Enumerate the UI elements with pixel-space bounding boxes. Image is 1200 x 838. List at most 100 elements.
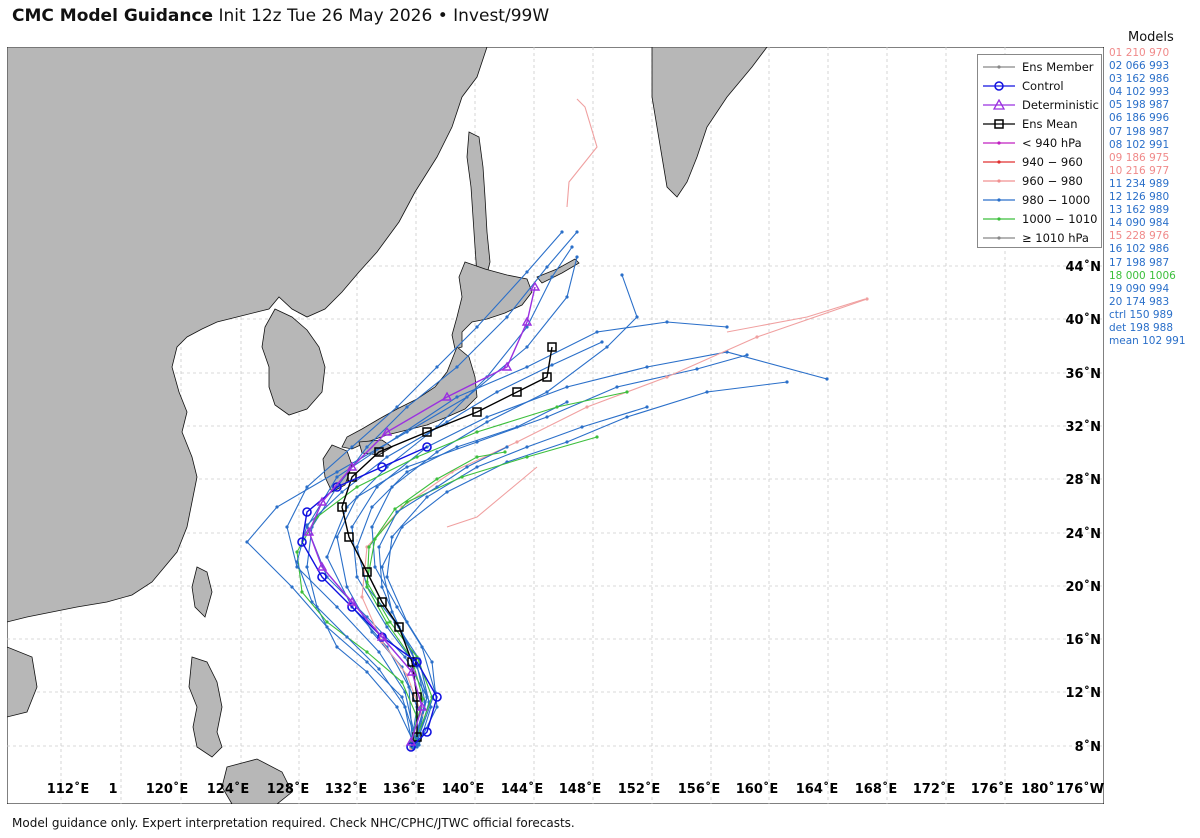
track-point [405,430,409,434]
track-point [565,440,569,444]
longitude-label: 156˚E [678,781,721,797]
track-point [565,400,569,404]
track-point [295,550,299,554]
legend-label: ≥ 1010 hPa [1022,230,1089,245]
track-point [335,475,339,479]
track-point [245,540,249,544]
honshu [341,346,478,450]
track-point [420,645,424,649]
track-point [355,545,359,549]
track-point [425,495,429,499]
control-point [432,692,442,702]
legend-label: Ens Mean [1022,116,1078,131]
track-point [585,405,589,409]
track-point [435,705,439,709]
model-entry: 03 162 986 [1109,73,1170,86]
ens-mean-point [422,427,432,437]
track-point [505,445,509,449]
ens-mean-point [377,597,387,607]
latitude-labels: 8˚N 12˚N 16˚N 20˚N 24˚N 28˚N 32˚N 36˚N 40˚N 44˚N [1066,259,1101,755]
ens-mean-point [542,372,552,382]
model-entry: 01 210 970 [1109,47,1170,59]
legend-label: 940 − 960 [1022,154,1083,169]
track-point [455,445,459,449]
track-point [385,455,389,459]
longitude-label: 160˚E [736,781,779,797]
track-point [505,315,509,319]
ensemble-track [366,436,598,741]
legend-label: Control [1022,78,1064,93]
model-entry: 07 198 987 [1109,125,1170,138]
legend-label: 960 − 980 [1022,173,1083,188]
track-point [525,365,529,369]
model-entry: 15 228 976 [1109,230,1170,243]
deterministic-point [376,631,388,641]
model-entry: det 198 988 [1109,321,1173,334]
control-point [377,462,387,472]
track-point [370,505,374,509]
track-point [403,655,407,659]
legend-swatch-icon [983,64,1015,69]
track-point [385,621,389,625]
latitude-label: 16˚N [1066,632,1101,648]
track-point [455,365,459,369]
deterministic-point [381,426,393,436]
track-point [400,680,404,684]
legend-entry: Ens Member [982,57,1094,76]
track-point [415,745,419,749]
track-point [345,635,349,639]
track-point [295,565,299,569]
kamchatka [651,47,768,198]
track-point [365,670,369,674]
ensemble-track [378,446,508,746]
model-entry: 09 186 975 [1109,151,1170,164]
track-point [665,375,669,379]
track-point [515,425,519,429]
track-point [785,380,789,384]
models-list: 01 210 970 02 066 993 03 162 986 04 102 993… [1109,47,1186,348]
track-point [525,325,529,329]
deterministic-point [346,596,358,606]
track-point [595,330,599,334]
track-point [430,660,434,664]
track-point [395,405,399,409]
track-point [395,705,399,709]
track-point [475,325,479,329]
longitude-label: 1 [108,782,117,797]
longitude-label: 128˚E [267,781,310,797]
track-point [310,600,314,604]
latitude-label: 44˚N [1066,259,1101,275]
luzon [188,656,223,758]
track-point [335,645,339,649]
longitude-label: 176˚E [971,781,1014,797]
track-point [390,535,394,539]
track-point [605,345,609,349]
longitude-label: 172˚E [913,781,956,797]
legend-swatch-icon [983,216,1015,221]
track-point [325,555,329,559]
track-point [560,230,564,234]
legend-label: < 940 hPa [1022,135,1082,150]
track-point [475,440,479,444]
track-point [580,425,584,429]
latitude-label: 20˚N [1066,579,1101,595]
longitude-label: 144˚E [501,781,544,797]
track-point [485,420,489,424]
deterministic-point [441,391,453,401]
track-point [600,340,604,344]
track-point [305,485,309,489]
mindanao [221,758,293,804]
legend-label: 1000 − 1010 [1022,211,1098,226]
deterministic-point [501,361,513,371]
latitude-label: 8˚N [1075,739,1101,755]
deterministic-point [416,701,428,711]
track-point [400,695,404,699]
legend-entry: 980 − 1000 [982,190,1090,209]
track-point [445,420,449,424]
deterministic-point [303,526,315,536]
track-point [575,255,579,259]
longitude-label: 168˚E [855,781,898,797]
landmass [7,47,768,804]
track-point [525,270,529,274]
asia-mainland [7,47,488,623]
